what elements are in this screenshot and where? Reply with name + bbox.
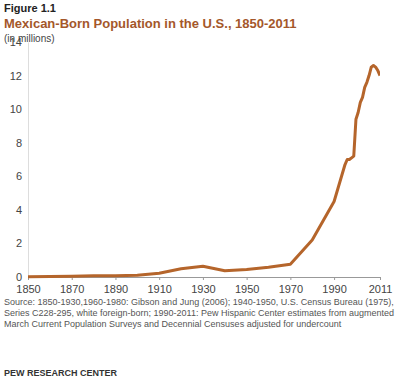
x-tick-label: 2011 xyxy=(369,283,393,295)
series-group xyxy=(28,66,380,277)
credit: PEW RESEARCH CENTER xyxy=(4,368,118,378)
y-tick: 4 xyxy=(16,204,28,216)
x-tick-label: 1990 xyxy=(322,283,346,295)
x-tick-mark xyxy=(203,277,204,280)
x-tick-mark xyxy=(247,277,248,280)
x-tick-label: 1890 xyxy=(104,283,128,295)
y-tick-label: 10 xyxy=(10,103,22,115)
y-tick: 8 xyxy=(16,137,28,149)
y-tick-label: 8 xyxy=(16,137,22,149)
x-tick: 1990 xyxy=(322,277,346,295)
x-tick-mark xyxy=(159,277,160,280)
figure-label: Figure 1.1 xyxy=(4,2,56,14)
x-tick-label: 1850 xyxy=(16,283,40,295)
y-tick: 10 xyxy=(10,103,28,115)
x-tick-label: 1950 xyxy=(235,283,259,295)
x-axis-line xyxy=(29,278,381,281)
x-tick: 1890 xyxy=(104,277,128,295)
y-tick: 6 xyxy=(16,170,28,182)
x-tick: 1950 xyxy=(235,277,259,295)
x-tick-mark xyxy=(380,277,381,280)
x-tick-mark xyxy=(290,277,291,280)
series-line xyxy=(28,66,380,277)
y-axis-line xyxy=(28,43,29,278)
x-tick-label: 1910 xyxy=(147,283,171,295)
y-tick: 2 xyxy=(16,237,28,249)
x-tick: 1910 xyxy=(147,277,171,295)
y-tick-label: 0 xyxy=(16,271,22,283)
y-tick-label: 2 xyxy=(16,237,22,249)
plot: 1850 1870 1890 1910 1930 1950 1970 1990 2011 0 2 4 6… xyxy=(10,36,393,295)
x-tick-label: 1930 xyxy=(191,283,215,295)
chart: Figure 1.1 Mexican-Born Population in the… xyxy=(0,0,405,382)
y-tick: 0 xyxy=(16,271,28,283)
x-tick: 1870 xyxy=(60,277,84,295)
source-note: Source: 1850-1930,1960-1980: Gibson and … xyxy=(4,297,394,329)
x-tick-label: 1970 xyxy=(279,283,303,295)
y-tick-label: 4 xyxy=(16,204,22,216)
y-tick: 12 xyxy=(10,70,28,82)
y-tick: 14 xyxy=(10,36,28,48)
y-tick-label: 12 xyxy=(10,70,22,82)
title: Mexican-Born Population in the U.S., 185… xyxy=(4,16,297,31)
x-tick-label: 1870 xyxy=(60,283,84,295)
x-tick-mark xyxy=(115,277,116,280)
x-axis: 1850 1870 1890 1910 1930 1950 1970 1990 2011 xyxy=(16,277,392,295)
y-tick-label: 14 xyxy=(10,36,22,48)
x-tick: 2011 xyxy=(369,277,393,295)
x-tick: 1930 xyxy=(191,277,215,295)
x-tick: 1970 xyxy=(279,277,303,295)
x-tick-mark xyxy=(334,277,335,280)
y-axis: 0 2 4 6 8 10 12 14 xyxy=(10,36,29,283)
y-tick-label: 6 xyxy=(16,170,22,182)
